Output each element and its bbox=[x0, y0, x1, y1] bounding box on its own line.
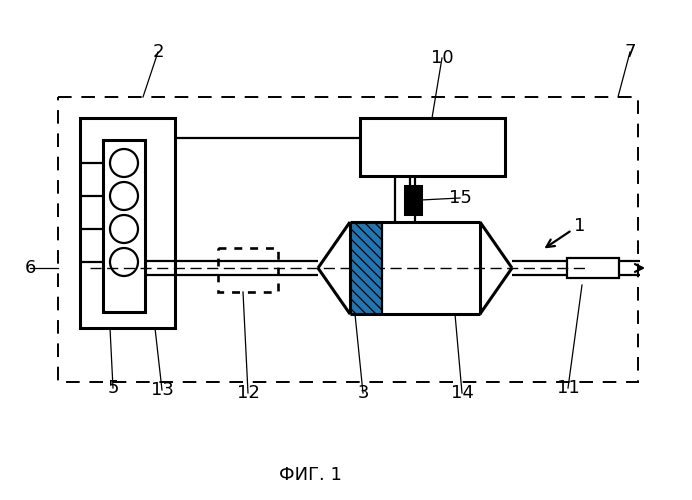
Bar bbox=[218, 248, 278, 292]
Text: 3: 3 bbox=[357, 384, 369, 402]
Text: 15: 15 bbox=[448, 189, 471, 207]
Bar bbox=[350, 222, 382, 314]
Text: 13: 13 bbox=[151, 381, 174, 399]
Bar bbox=[360, 118, 505, 176]
Text: 2: 2 bbox=[152, 43, 164, 61]
Text: 7: 7 bbox=[624, 43, 636, 61]
Bar bbox=[567, 258, 619, 278]
Text: 10: 10 bbox=[430, 49, 453, 67]
Text: 5: 5 bbox=[107, 379, 119, 397]
Text: ФИГ. 1: ФИГ. 1 bbox=[279, 466, 341, 484]
Text: 6: 6 bbox=[24, 259, 36, 277]
Text: 11: 11 bbox=[556, 379, 579, 397]
Bar bbox=[103, 140, 145, 312]
Text: 14: 14 bbox=[450, 384, 473, 402]
Text: 1: 1 bbox=[574, 217, 585, 235]
Bar bbox=[58, 97, 638, 382]
Bar bbox=[405, 186, 421, 214]
Bar bbox=[80, 118, 175, 328]
Text: 12: 12 bbox=[237, 384, 260, 402]
